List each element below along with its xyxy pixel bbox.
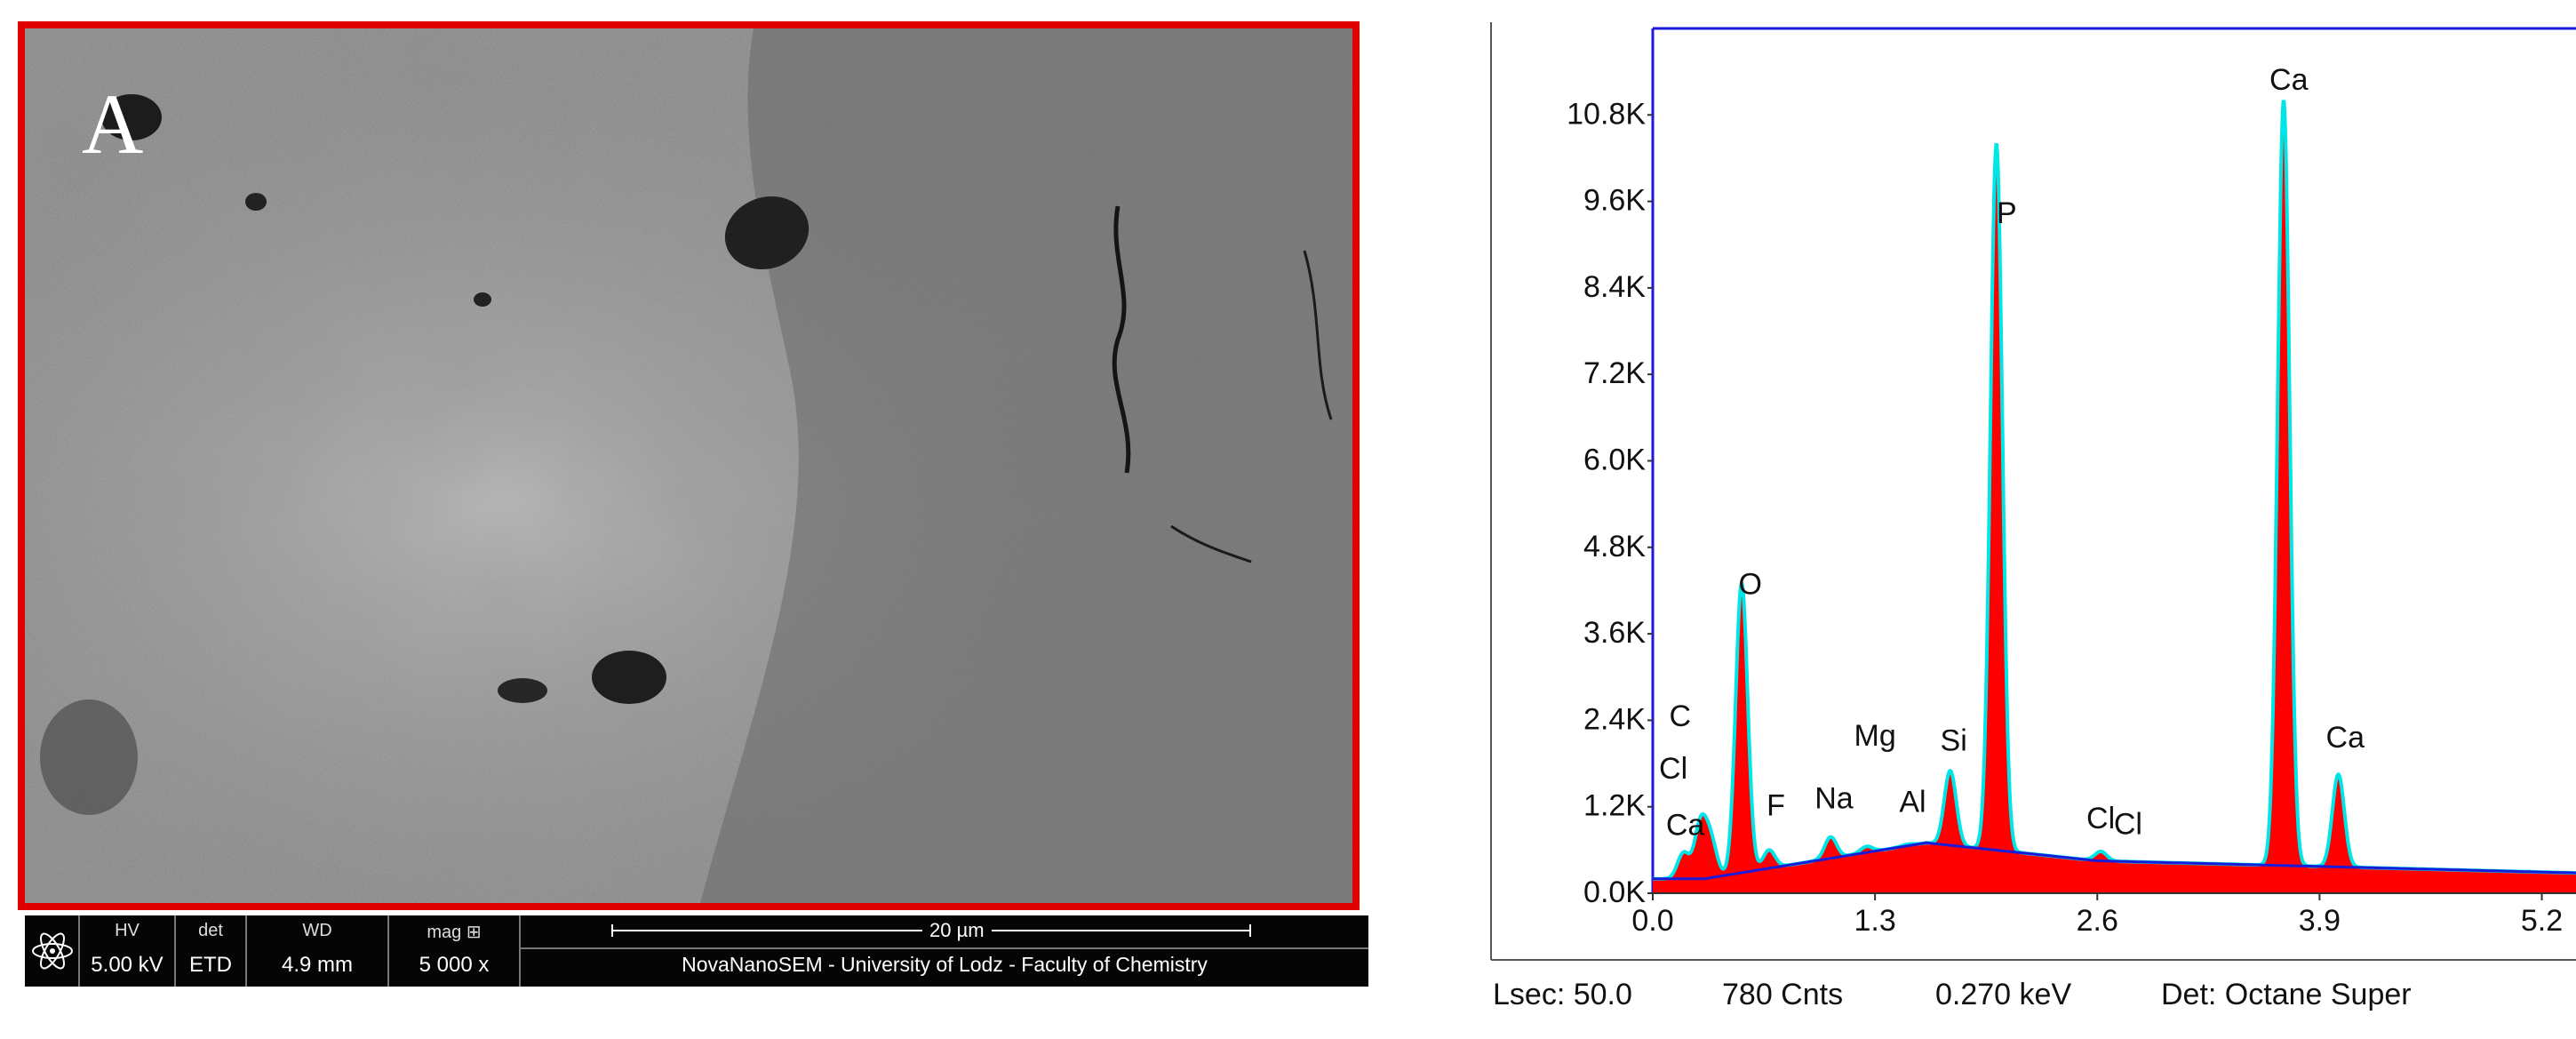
peak-label: Cl xyxy=(1659,752,1687,786)
x-tick-label: 0.0 xyxy=(1631,904,1673,938)
peak-label: Ca xyxy=(2269,63,2309,97)
y-tick-label: 2.4K xyxy=(1583,702,1646,736)
wd-value: 4.9 mm xyxy=(281,953,353,977)
y-tick-label: 0.0K xyxy=(1583,875,1646,909)
status-bar: Lsec: 50.0 780 Cnts 0.270 keV Det: Octan… xyxy=(1493,978,2576,1022)
wd-cell: WD 4.9 mm xyxy=(247,915,389,987)
info-separator xyxy=(521,947,1368,949)
sem-info-bar: HV 5.00 kV det ETD WD 4.9 mm mag ⊞ 5 000… xyxy=(25,915,1368,987)
plot-frame xyxy=(1490,22,2576,961)
logo-cell xyxy=(25,915,80,987)
x-tick-label: 2.6 xyxy=(2077,904,2118,938)
peak-label: Al xyxy=(1899,785,1926,819)
mag-value: 5 000 x xyxy=(419,953,490,977)
spectrum-plot xyxy=(1653,100,2576,894)
peak-label: C xyxy=(1670,699,1692,733)
counts-readout: 780 Cnts xyxy=(1722,978,1844,1011)
y-tick-label: 3.6K xyxy=(1583,616,1646,650)
hv-label: HV xyxy=(115,921,140,940)
y-tick-label: 4.8K xyxy=(1583,530,1646,563)
y-tick-label: 10.8K xyxy=(1567,97,1646,131)
sem-micrograph xyxy=(25,28,1352,903)
peak-label: Ca xyxy=(1666,808,1705,842)
spectrum-outline xyxy=(1653,100,2576,881)
peak-label: Si xyxy=(1941,723,1967,757)
y-tick-label: 1.2K xyxy=(1583,789,1646,823)
mag-cell: mag ⊞ 5 000 x xyxy=(389,915,521,987)
scale-bar-label: 20 µm xyxy=(922,919,992,942)
y-tick-label: 9.6K xyxy=(1583,184,1646,218)
peak-label: Cl xyxy=(2114,808,2142,842)
det-value: ETD xyxy=(189,953,232,977)
y-tick-label: 7.2K xyxy=(1583,356,1646,390)
x-tick-label: 3.9 xyxy=(2299,904,2341,938)
eds-spectrum-chart: 0.0K 1.2K 2.4K 3.6K 4.8K 6.0K 7.2K 8.4K 9.6K 10.8… xyxy=(1490,22,2576,961)
det-cell: det ETD xyxy=(176,915,247,987)
wd-label: WD xyxy=(302,921,332,940)
mag-label: mag ⊞ xyxy=(427,923,482,942)
atom-icon xyxy=(32,932,73,970)
peak-label: Cl xyxy=(2086,802,2115,835)
spectrum-fill xyxy=(1653,101,2576,893)
hv-cell: HV 5.00 kV xyxy=(80,915,176,987)
instrument-label: NovaNanoSEM - University of Lodz - Facul… xyxy=(682,953,1208,976)
peak-label: O xyxy=(1738,568,1761,602)
background-continuum xyxy=(1653,841,2576,881)
x-axis: 0.0 1.3 2.6 3.9 5.2 xyxy=(1631,893,2563,938)
det-label: det xyxy=(198,921,223,940)
x-tick-label: 5.2 xyxy=(2521,904,2563,938)
peak-label: Mg xyxy=(1854,719,1896,753)
sem-image-frame: A xyxy=(18,21,1360,910)
peak-label: F xyxy=(1767,788,1785,822)
y-axis: 0.0K 1.2K 2.4K 3.6K 4.8K 6.0K 7.2K 8.4K 9.6K 10.8… xyxy=(1567,97,1653,909)
lsec-readout: Lsec: 50.0 xyxy=(1493,978,1632,1011)
y-tick-label: 8.4K xyxy=(1583,270,1646,304)
y-tick-label: 6.0K xyxy=(1583,444,1646,477)
peak-label: P xyxy=(1997,196,2017,230)
panel-letter: A xyxy=(82,76,144,172)
detector-readout: Det: Octane Super xyxy=(2161,978,2412,1011)
peak-label: Ca xyxy=(2326,721,2365,755)
kev-readout: 0.270 keV xyxy=(1935,978,2072,1011)
hv-value: 5.00 kV xyxy=(91,953,163,977)
x-tick-label: 1.3 xyxy=(1854,904,1895,938)
peak-label: Na xyxy=(1814,781,1854,815)
